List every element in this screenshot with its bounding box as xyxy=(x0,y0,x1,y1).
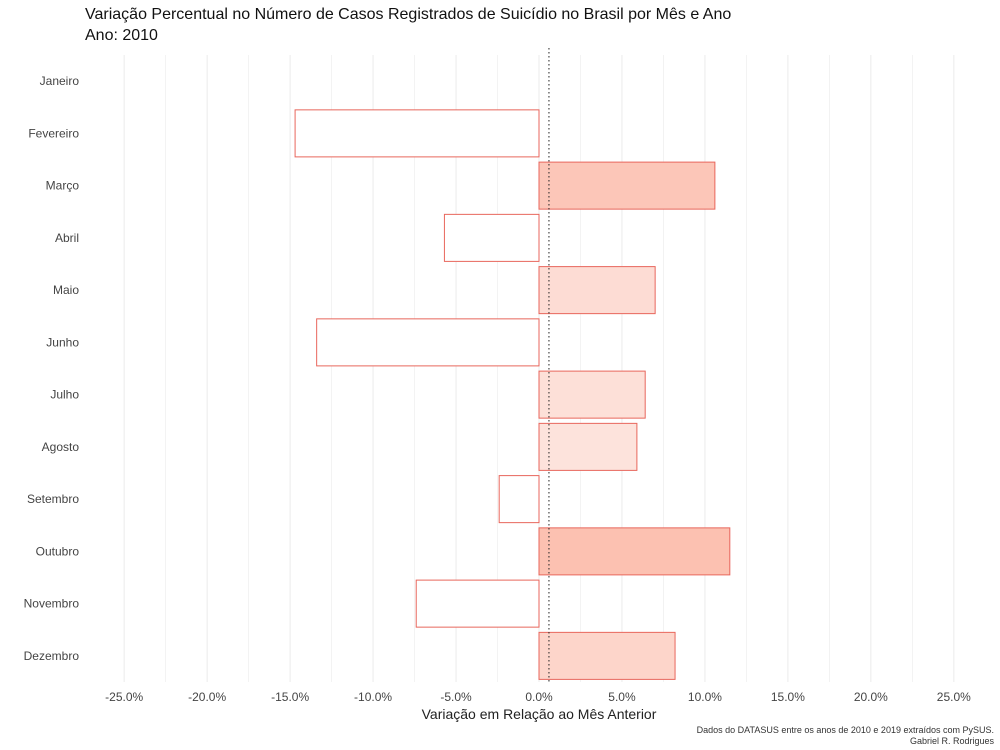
y-tick-label: Junho xyxy=(46,335,79,349)
bar-junho xyxy=(316,318,540,367)
bar-agosto xyxy=(538,422,638,471)
x-tick-label: 0.0% xyxy=(525,690,553,704)
caption-author: Gabriel R. Rodrigues xyxy=(909,736,994,746)
y-tick-labels: Janeiro Fevereiro Março Abril Maio Junho Julho… xyxy=(24,74,80,663)
bar-novembro xyxy=(415,579,540,628)
y-tick-label: Abril xyxy=(55,231,79,245)
y-tick-label: Dezembro xyxy=(24,649,80,663)
bar-julho xyxy=(538,370,646,419)
bar-setembro xyxy=(498,475,540,524)
y-tick-label: Janeiro xyxy=(40,74,80,88)
title-line: Variação Percentual no Número de Casos R… xyxy=(85,6,732,23)
bar-abril xyxy=(443,213,540,262)
x-tick-label: -10.0% xyxy=(354,690,392,704)
x-tick-labels: -25.0% -20.0% -15.0% -10.0% -5.0% 0.0% 5.0% 10.… xyxy=(105,690,971,704)
x-tick-label: -5.0% xyxy=(440,690,472,704)
x-axis-label: Variação em Relação ao Mês Anterior xyxy=(422,706,657,722)
bars xyxy=(294,109,731,680)
y-tick-label: Fevereiro xyxy=(28,126,79,140)
bar-maio xyxy=(538,266,656,315)
subtitle-line: Ano: 2010 xyxy=(85,27,158,44)
x-tick-label: -25.0% xyxy=(105,690,143,704)
y-tick-label: Outubro xyxy=(36,544,80,558)
y-tick-label: Março xyxy=(46,179,80,193)
bar-dezembro xyxy=(538,631,676,680)
y-tick-label: Julho xyxy=(50,388,79,402)
x-tick-label: 5.0% xyxy=(608,690,636,704)
y-tick-label: Agosto xyxy=(42,440,80,454)
x-tick-label: 20.0% xyxy=(854,690,888,704)
gridlines xyxy=(123,55,955,682)
x-tick-label: 25.0% xyxy=(937,690,971,704)
y-tick-label: Maio xyxy=(53,283,79,297)
x-tick-label: 15.0% xyxy=(771,690,805,704)
bar-fevereiro xyxy=(294,109,540,158)
y-tick-label: Novembro xyxy=(24,597,80,611)
bar-março xyxy=(538,161,716,210)
chart-title: Variação Percentual no Número de Casos R… xyxy=(85,4,731,46)
y-tick-label: Setembro xyxy=(27,492,79,506)
caption: Dados do DATASUS entre os anos de 2010 e… xyxy=(697,725,994,747)
x-tick-label: -20.0% xyxy=(188,690,226,704)
caption-source: Dados do DATASUS entre os anos de 2010 e… xyxy=(696,725,994,735)
x-tick-label: -15.0% xyxy=(271,690,309,704)
x-tick-label: 10.0% xyxy=(688,690,722,704)
bar-outubro xyxy=(538,527,731,576)
